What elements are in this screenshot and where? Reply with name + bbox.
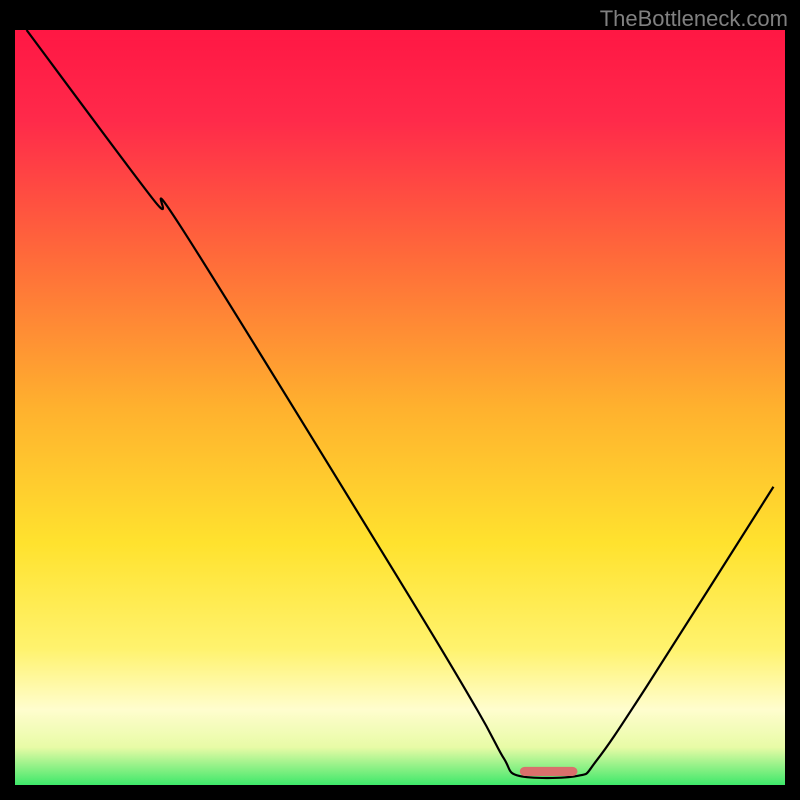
gradient-background xyxy=(15,30,785,785)
chart-container xyxy=(15,30,785,785)
chart-svg xyxy=(15,30,785,785)
minimum-marker xyxy=(520,767,578,776)
watermark-text: TheBottleneck.com xyxy=(600,6,788,32)
